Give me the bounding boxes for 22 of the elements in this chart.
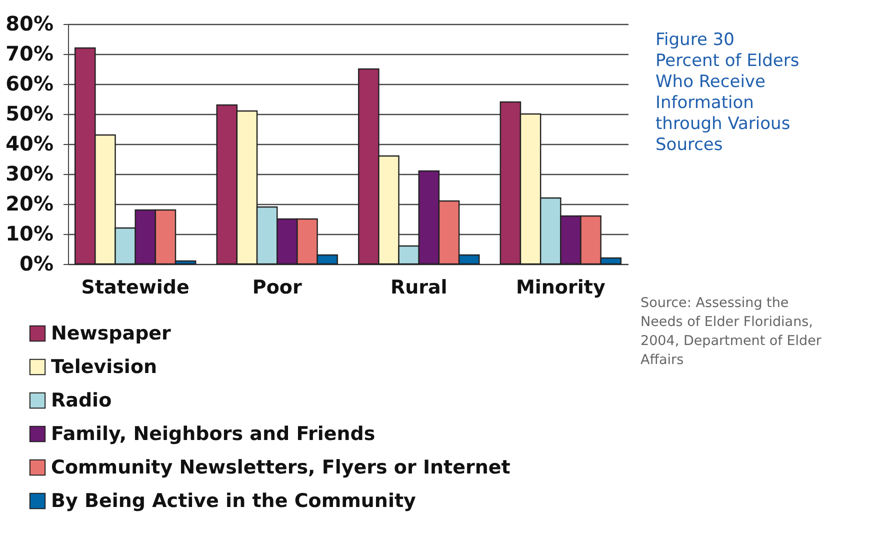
y-tick-label: 30% [6,162,54,186]
y-tick-label: 40% [6,132,54,156]
text: Percent of Elders Who Receive Information through Various Sources [656,51,800,155]
legend-label: Radio [51,390,112,412]
x-tick-label: Statewide [81,276,190,298]
legend-label: By Being Active in the Community [51,490,417,512]
y-tick-label: 50% [6,102,54,126]
x-tick-label: Rural [390,276,448,298]
y-tick-label: 70% [6,42,54,66]
y-tick-label: 20% [6,192,54,216]
source-note: Source: Assessing the Needs of Elder Floridians, 2004, Department of Elder Affairs [640,295,822,368]
x-tick-label: Minority [516,276,606,298]
text: Figure 30 [656,30,734,50]
legend-label: Community Newsletters, Flyers or Internet [51,456,510,478]
x-tick-label: Poor [252,276,302,298]
legend-label: Television [51,356,158,378]
y-tick-label: 60% [6,72,54,96]
y-tick-label: 0% [20,252,54,276]
legend-label: Newspaper [51,322,172,344]
y-tick-label: 80% [6,12,54,36]
y-tick-label: 10% [6,222,54,246]
legend-label: Family, Neighbors and Friends [51,423,376,445]
